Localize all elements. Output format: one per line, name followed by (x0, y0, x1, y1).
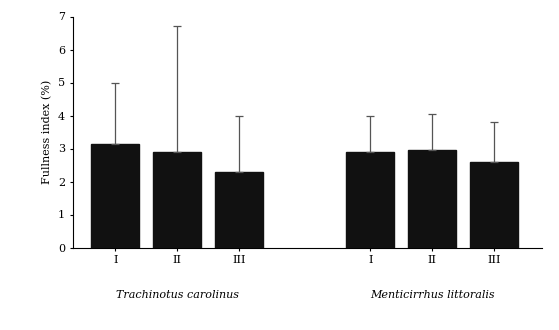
Bar (153, 152, 201, 248)
Bar (347, 152, 395, 248)
Bar (470, 162, 518, 248)
Y-axis label: Fullness index (%): Fullness index (%) (42, 80, 53, 184)
Text: Trachinotus carolinus: Trachinotus carolinus (116, 290, 239, 300)
Bar (91, 144, 139, 248)
Bar (408, 150, 456, 248)
Text: Menticirrhus littoralis: Menticirrhus littoralis (370, 290, 495, 300)
Bar (215, 172, 263, 248)
